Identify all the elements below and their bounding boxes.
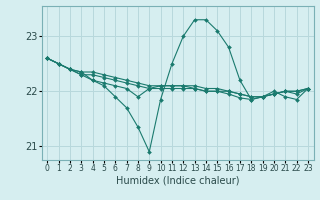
X-axis label: Humidex (Indice chaleur): Humidex (Indice chaleur) [116,176,239,186]
